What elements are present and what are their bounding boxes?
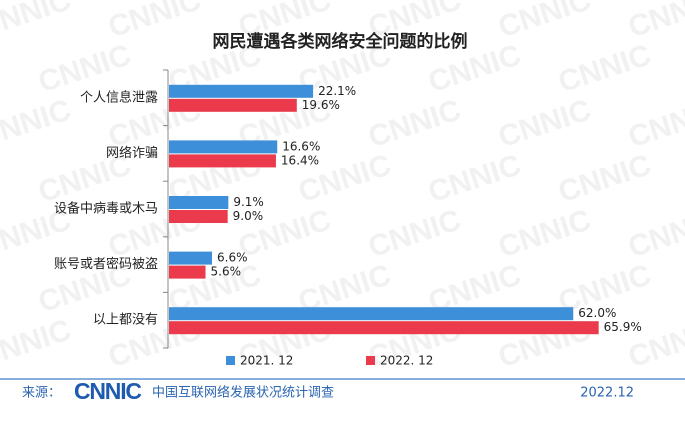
value-label: 65.9%	[604, 320, 642, 334]
watermark: CNNIC	[364, 203, 465, 264]
watermark: CNNIC	[0, 93, 75, 154]
bar	[169, 98, 297, 112]
logo: CNNIC	[74, 378, 142, 404]
value-label: 22.1%	[318, 84, 356, 98]
value-label: 16.4%	[281, 153, 319, 167]
watermark: CNNIC	[364, 93, 465, 154]
bar	[169, 140, 278, 154]
watermark: CNNIC	[624, 203, 685, 264]
legend-swatch	[226, 356, 235, 365]
bar	[169, 210, 228, 223]
date: 2022.12	[580, 386, 634, 401]
watermark: CNNIC	[554, 38, 655, 99]
bar	[169, 265, 206, 279]
value-label: 5.6%	[211, 265, 242, 279]
bar	[169, 84, 314, 98]
watermark: CNNIC	[494, 203, 595, 264]
category-label: 网络诈骗	[106, 145, 158, 161]
watermark: CNNIC	[624, 93, 685, 154]
value-label: 9.1%	[233, 195, 264, 209]
bar	[169, 307, 574, 321]
bar	[169, 321, 599, 335]
value-label: 62.0%	[578, 306, 616, 320]
watermark: CNNIC	[624, 0, 685, 44]
bar	[169, 251, 213, 265]
source-label: 来源：	[22, 386, 61, 401]
watermark: CNNIC	[424, 148, 525, 209]
watermark: CNNIC	[0, 0, 75, 44]
chart-title: 网民遭遇各类网络安全问题的比例	[213, 31, 468, 52]
category-label: 个人信息泄露	[80, 89, 158, 105]
value-label: 19.6%	[302, 98, 340, 112]
value-label: 16.6%	[282, 139, 320, 153]
watermark: CNNIC	[554, 148, 655, 209]
source-text: 中国互联网络发展状况统计调查	[152, 385, 334, 401]
bar	[169, 154, 276, 168]
legend-label: 2021. 12	[240, 354, 293, 368]
legend-label: 2022. 12	[380, 354, 433, 368]
watermark: CNNIC	[494, 93, 595, 154]
value-label: 9.0%	[233, 209, 264, 223]
category-label: 账号或者密码被盗	[54, 256, 158, 272]
legend-swatch	[366, 356, 375, 365]
value-label: 6.6%	[217, 251, 248, 265]
watermark: CNNIC	[0, 313, 75, 374]
watermark: CNNIC	[494, 0, 595, 44]
category-label: 设备中病毒或木马	[54, 201, 158, 217]
watermark: CNNIC	[104, 0, 205, 44]
category-label: 以上都没有	[93, 313, 158, 328]
bar	[169, 196, 229, 209]
